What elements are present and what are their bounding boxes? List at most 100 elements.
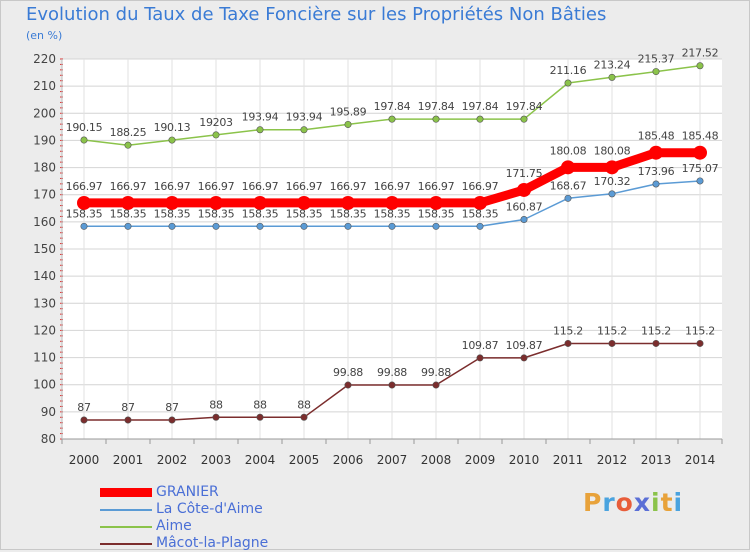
data-label-granier: 166.97 — [242, 180, 279, 193]
data-point-la-c-te-d-aime — [564, 194, 572, 202]
legend-label-m-cot-la-plagne: Mâcot-la-Plagne — [156, 535, 269, 551]
y-tick-label: 200 — [33, 106, 56, 120]
y-tick-label: 180 — [33, 161, 56, 175]
data-point-aime — [652, 68, 660, 76]
data-point-aime — [432, 115, 440, 123]
data-point-aime — [608, 73, 616, 81]
data-label-granier: 180.08 — [550, 144, 587, 157]
legend-label-granier: GRANIER — [156, 484, 219, 500]
x-tick-label: 2012 — [597, 453, 628, 467]
y-tick-label: 160 — [33, 215, 56, 229]
data-point-aime — [80, 136, 88, 144]
data-point-granier — [77, 195, 91, 210]
data-point-m-cot-la-plagne — [344, 381, 352, 389]
brand-letter: i — [673, 488, 684, 517]
y-tick-label: 80 — [41, 432, 56, 446]
data-point-m-cot-la-plagne — [696, 339, 704, 347]
data-label-granier: 166.97 — [286, 180, 323, 193]
data-point-la-c-te-d-aime — [608, 190, 616, 198]
data-point-aime — [168, 136, 176, 144]
data-point-granier — [605, 160, 619, 175]
data-point-granier — [341, 195, 355, 210]
data-point-m-cot-la-plagne — [256, 413, 264, 421]
data-label-m-cot-la-plagne: 99.88 — [421, 366, 451, 379]
data-label-granier: 180.08 — [594, 144, 631, 157]
data-label-granier: 185.48 — [682, 130, 719, 143]
data-point-aime — [476, 115, 484, 123]
data-point-aime — [520, 115, 528, 123]
data-point-granier — [209, 195, 223, 210]
data-point-la-c-te-d-aime — [300, 222, 308, 230]
data-point-la-c-te-d-aime — [80, 222, 88, 230]
data-label-aime: 197.84 — [374, 100, 411, 113]
legend-label-la-c-te-d-aime: La Côte-d'Aime — [156, 501, 263, 517]
data-label-m-cot-la-plagne: 88 — [297, 398, 311, 411]
data-point-m-cot-la-plagne — [300, 413, 308, 421]
data-point-m-cot-la-plagne — [432, 381, 440, 389]
legend-swatch-aime — [100, 526, 152, 528]
legend-swatch-la-c-te-d-aime — [100, 509, 152, 511]
data-point-la-c-te-d-aime — [256, 222, 264, 230]
data-point-m-cot-la-plagne — [388, 381, 396, 389]
data-point-m-cot-la-plagne — [564, 339, 572, 347]
x-tick-label: 2014 — [685, 453, 716, 467]
data-label-la-c-te-d-aime: 158.35 — [242, 207, 279, 220]
y-tick-label: 90 — [41, 405, 56, 419]
data-label-aime: 211.16 — [550, 64, 587, 77]
data-label-aime: 193.94 — [242, 111, 279, 124]
x-tick-label: 2004 — [245, 453, 276, 467]
data-label-la-c-te-d-aime: 175.07 — [682, 162, 719, 175]
brand-logo: Proxiti — [583, 488, 683, 517]
data-label-la-c-te-d-aime: 168.67 — [550, 179, 587, 192]
data-label-m-cot-la-plagne: 88 — [253, 398, 267, 411]
data-label-aime: 215.37 — [638, 53, 675, 66]
data-label-granier: 166.97 — [374, 180, 411, 193]
data-label-granier: 166.97 — [462, 180, 499, 193]
data-label-la-c-te-d-aime: 158.35 — [462, 207, 499, 220]
y-tick-label: 140 — [33, 269, 56, 283]
data-point-aime — [256, 126, 264, 134]
data-label-granier: 166.97 — [330, 180, 367, 193]
data-label-la-c-te-d-aime: 158.35 — [418, 207, 455, 220]
x-tick-label: 2010 — [509, 453, 540, 467]
legend-swatch-granier — [100, 488, 152, 497]
x-tick-label: 2013 — [641, 453, 672, 467]
y-tick-label: 190 — [33, 133, 56, 147]
data-label-aime: 190.13 — [154, 121, 191, 134]
data-point-la-c-te-d-aime — [476, 222, 484, 230]
y-tick-label: 120 — [33, 323, 56, 337]
data-point-la-c-te-d-aime — [124, 222, 132, 230]
data-label-m-cot-la-plagne: 115.2 — [641, 324, 671, 337]
data-label-m-cot-la-plagne: 115.2 — [597, 324, 627, 337]
data-point-granier — [253, 195, 267, 210]
data-point-granier — [649, 145, 663, 160]
brand-letter: P — [583, 488, 603, 517]
data-label-m-cot-la-plagne: 115.2 — [685, 324, 715, 337]
data-point-la-c-te-d-aime — [168, 222, 176, 230]
data-label-la-c-te-d-aime: 158.35 — [154, 207, 191, 220]
data-point-m-cot-la-plagne — [476, 354, 484, 362]
data-label-aime: 188.25 — [110, 126, 147, 139]
brand-letter: t — [660, 488, 674, 517]
data-point-aime — [124, 141, 132, 149]
data-point-granier — [429, 195, 443, 210]
data-label-granier: 166.97 — [154, 180, 191, 193]
data-label-la-c-te-d-aime: 158.35 — [330, 207, 367, 220]
data-point-la-c-te-d-aime — [520, 215, 528, 223]
data-label-aime: 195.89 — [330, 105, 367, 118]
data-point-aime — [388, 115, 396, 123]
data-point-m-cot-la-plagne — [608, 339, 616, 347]
data-point-aime — [564, 79, 572, 87]
data-point-granier — [385, 195, 399, 210]
y-tick-label: 100 — [33, 378, 56, 392]
data-label-m-cot-la-plagne: 99.88 — [377, 366, 407, 379]
data-point-granier — [561, 160, 575, 175]
data-label-m-cot-la-plagne: 87 — [165, 401, 179, 414]
x-tick-label: 2007 — [377, 453, 408, 467]
brand-letter: r — [602, 488, 616, 517]
data-label-granier: 166.97 — [418, 180, 455, 193]
y-tick-label: 150 — [33, 242, 56, 256]
data-label-m-cot-la-plagne: 115.2 — [553, 324, 583, 337]
y-tick-label: 110 — [33, 351, 56, 365]
